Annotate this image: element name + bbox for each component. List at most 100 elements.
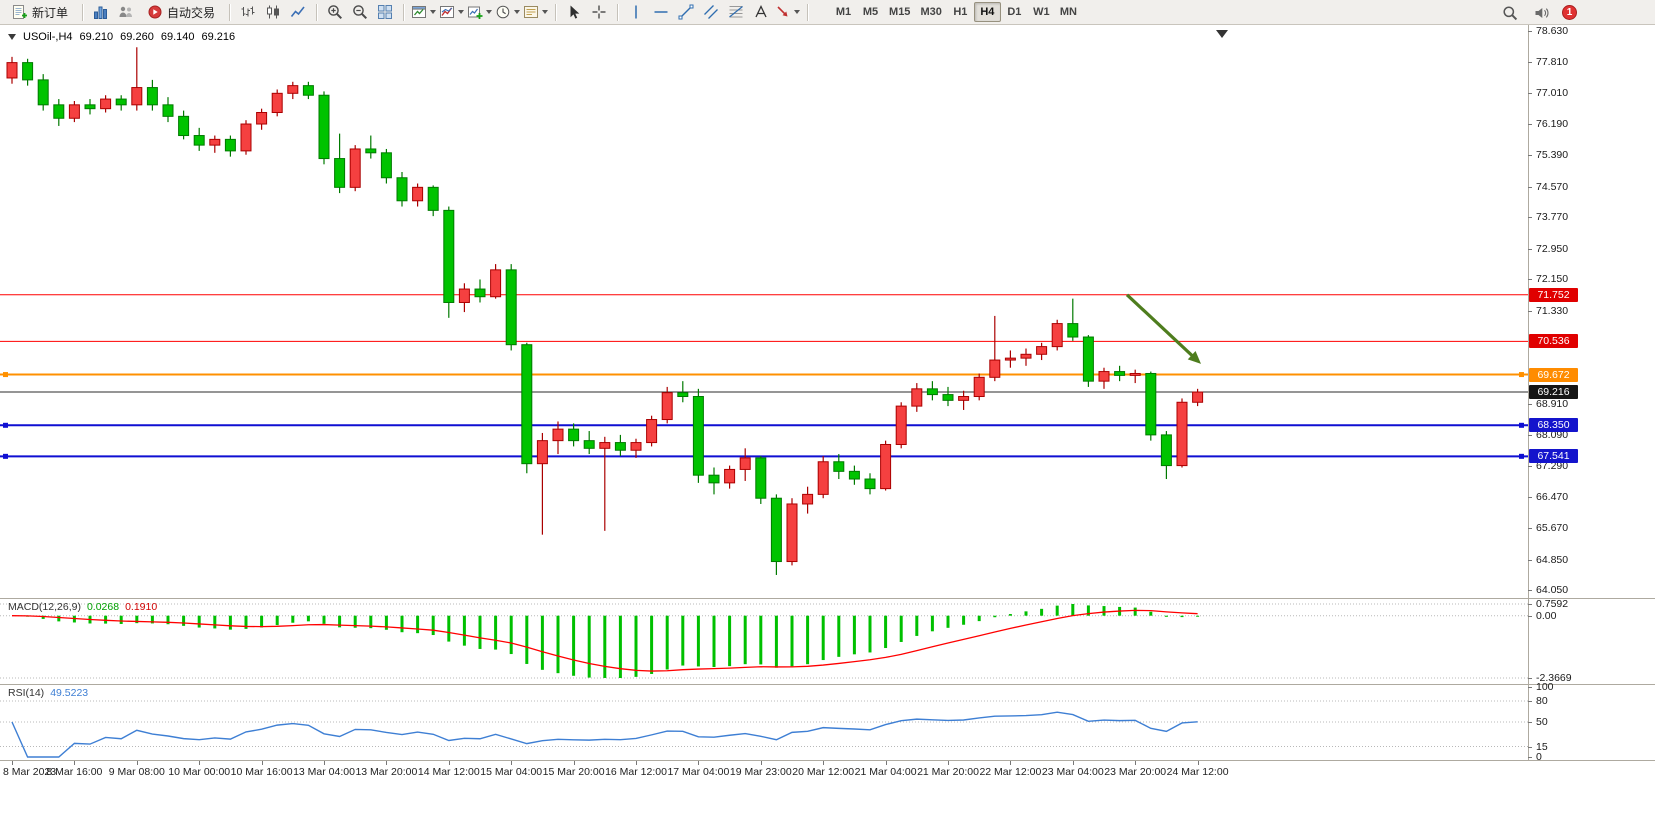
scale-label: 0.7592 [1536,598,1569,610]
zoom-in-button[interactable] [323,2,347,23]
zoom-out-button[interactable] [348,2,372,23]
new-chart-button[interactable] [466,2,493,23]
trendline-icon [678,4,694,20]
macd-panel-canvas[interactable] [0,598,1528,684]
scale-tick [1528,217,1532,219]
tile-windows-button[interactable] [373,2,397,23]
search-icon[interactable] [1498,2,1522,23]
timeframe-M1[interactable]: M1 [835,6,852,18]
scale-label: 74.570 [1536,180,1569,193]
toolbar-separator [555,3,557,21]
line-handle [1519,372,1524,378]
timeframe-D1[interactable]: D1 [1007,6,1022,18]
scale-label: 73.770 [1536,211,1569,224]
text-tool-button[interactable] [749,2,773,23]
time-axis-tick [636,761,637,765]
time-axis-tick [199,761,201,765]
cursor-icon [566,4,582,20]
time-axis-label: 13 Mar 04:00 [293,766,355,778]
rsi-line [11,711,1198,758]
support-line-upper[interactable] [0,422,1528,428]
scale-tick [1528,403,1532,405]
crosshair-icon [591,4,607,20]
timeframe-M15[interactable]: M15 [889,6,911,18]
toolbar-right-group: 1 [1498,2,1577,23]
new-order-button[interactable]: 新订单 [4,2,76,23]
time-axis-tick [261,761,263,765]
scale-label: 50 [1536,716,1548,728]
market-watch-icon [93,4,109,20]
time-axis-label: 15 Mar 04:00 [480,766,543,778]
scale-tick [1528,279,1532,281]
channel-tool-button[interactable] [699,2,723,23]
timeframe-W1[interactable]: W1 [1033,6,1050,18]
price-chart-canvas[interactable] [0,25,1528,598]
time-axis[interactable]: 8 Mar 2023 8 Mar 16:00 9 Mar 08:00 10 Mar 0… [0,761,1655,782]
notification-badge[interactable]: 1 [1562,5,1577,20]
rsi-label: RSI(14) 49.5223 [8,687,88,699]
cursor-tool-button[interactable] [562,2,586,23]
rsi-panel-canvas[interactable] [0,684,1528,760]
time-axis-tick [885,761,887,765]
scale-label: 15 [1536,740,1548,753]
one-click-trading-expander[interactable] [8,34,16,44]
scale-tick [1528,604,1532,605]
vertical-line-tool-button[interactable] [624,2,648,23]
chart-shift-marker-icon[interactable] [1216,30,1228,38]
time-axis-label: 21 Mar 04:00 [854,766,917,778]
scale-label: 64.050 [1536,584,1569,597]
timeframe-H4[interactable]: H4 [973,2,1001,22]
indicators-button[interactable] [438,2,465,23]
time-axis-label: 8 Mar 16:00 [46,766,103,778]
scale-label: 65.670 [1536,522,1569,535]
market-watch-button[interactable] [89,2,113,23]
panel-splitter[interactable] [0,684,1655,685]
vline-icon [628,4,644,20]
toolbar-separator [316,3,318,21]
bar-chart-mode-button[interactable] [236,2,260,23]
scale-label: 75.390 [1536,149,1569,162]
price-axis[interactable]: 78.630 77.810 77.010 76.190 75.390 74.570 73.7… [1528,25,1655,763]
low-value: 69.140 [160,30,195,43]
crosshair-tool-button[interactable] [587,2,611,23]
pivot-line-orange[interactable] [0,372,1528,378]
scale-label: 72.950 [1536,242,1569,255]
navigator-button[interactable] [114,2,138,23]
auto-trading-button[interactable]: 自动交易 [139,2,223,23]
time-axis-tick [448,761,450,765]
scale-tick [1528,186,1532,188]
chart-profile-button[interactable] [410,2,437,23]
periods-button[interactable] [494,2,521,23]
panel-splitter[interactable] [0,598,1655,599]
macd-label: MACD(12,26,9) 0.0268 0.1910 [8,601,157,613]
templates-button[interactable] [522,2,549,23]
time-axis-tick [948,761,949,765]
timeframe-H1[interactable]: H1 [953,6,968,18]
timeframe-MN[interactable]: MN [1059,6,1077,18]
candlestick-mode-button[interactable] [261,2,285,23]
line-handle [1519,422,1524,428]
support-line-lower[interactable] [0,453,1528,459]
scale-tick [1528,155,1532,157]
scale-label: 0 [1536,751,1542,763]
timeframe-M30[interactable]: M30 [920,6,942,18]
line-chart-mode-button[interactable] [286,2,310,23]
trendline-tool-button[interactable] [674,2,698,23]
horizontal-line-tool-button[interactable] [649,2,673,23]
time-axis-tick [136,761,138,765]
toolbar-separator [807,3,809,21]
fibonacci-tool-button[interactable] [724,2,748,23]
timeframe-M5[interactable]: M5 [862,6,879,18]
scale-tick [1528,590,1532,592]
trend-arrow-annotation[interactable] [1125,293,1201,364]
template-icon [523,4,539,20]
arrows-tool-button[interactable] [774,2,801,23]
sound-icon[interactable] [1530,2,1554,23]
rsi-value: 49.5223 [50,687,89,699]
time-axis-label: 13 Mar 20:00 [355,766,418,778]
macd-signal-line [11,609,1198,672]
time-axis-tick [698,761,700,765]
toolbar: 新订单 自动交易 M1 M5 M15 M30 H1 H4 D1 W1 MN 1 [0,0,1655,25]
time-axis-label: 17 Mar 04:00 [667,766,730,778]
clock-icon [495,4,511,20]
